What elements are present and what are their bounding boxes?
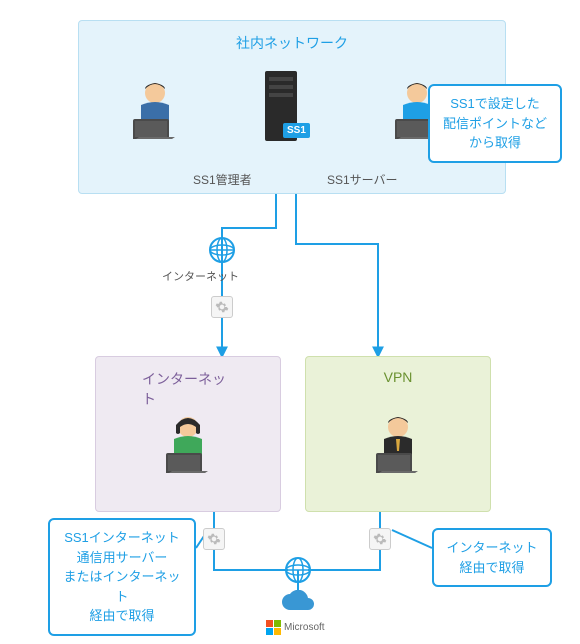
callout-left-l3: またはインターネット — [63, 569, 180, 604]
callout-left-l4: 経由で取得 — [89, 608, 154, 623]
panel-title-internet: インターネット — [142, 369, 234, 409]
panel-title-internal: 社内ネットワーク — [236, 33, 348, 53]
callout-right-l2: 経由で取得 — [459, 560, 524, 575]
gear-icon-bottom-left — [203, 528, 225, 550]
microsoft-logo: Microsoft — [266, 620, 325, 635]
ss1-badge: SS1 — [283, 123, 310, 138]
callout-left-l1: SS1インターネット — [64, 530, 180, 545]
admin-figure — [127, 79, 183, 142]
gear-icon-mid — [211, 296, 233, 318]
left-user-figure — [160, 413, 216, 476]
panel-internet: インターネット — [95, 356, 281, 512]
callout-top-line1: SS1で設定した — [450, 96, 540, 111]
admin-label: SS1管理者 — [193, 171, 252, 188]
microsoft-logo-text: Microsoft — [284, 622, 325, 633]
callout-right-l1: インターネット — [446, 540, 537, 555]
callout-right: インターネット 経由で取得 — [432, 528, 552, 587]
globe-icon-mid — [208, 236, 236, 267]
server-label: SS1サーバー — [327, 171, 398, 188]
callout-top-line2: 配信ポイントなど — [443, 116, 547, 131]
panel-vpn: VPN — [305, 356, 491, 512]
callout-top: SS1で設定した 配信ポイントなど から取得 — [428, 84, 562, 163]
callout-left-l2: 通信用サーバー — [77, 550, 168, 565]
callout-top-line3: から取得 — [469, 135, 521, 150]
callout-left: SS1インターネット 通信用サーバー またはインターネット 経由で取得 — [48, 518, 196, 636]
globe-icon-bottom — [284, 556, 312, 587]
right-user-figure — [370, 413, 426, 476]
internet-label: インターネット — [162, 268, 239, 284]
panel-title-vpn: VPN — [384, 369, 413, 385]
ss1-server-icon: SS1 — [257, 71, 305, 152]
cloud-icon — [278, 590, 318, 619]
gear-icon-bottom-right — [369, 528, 391, 550]
